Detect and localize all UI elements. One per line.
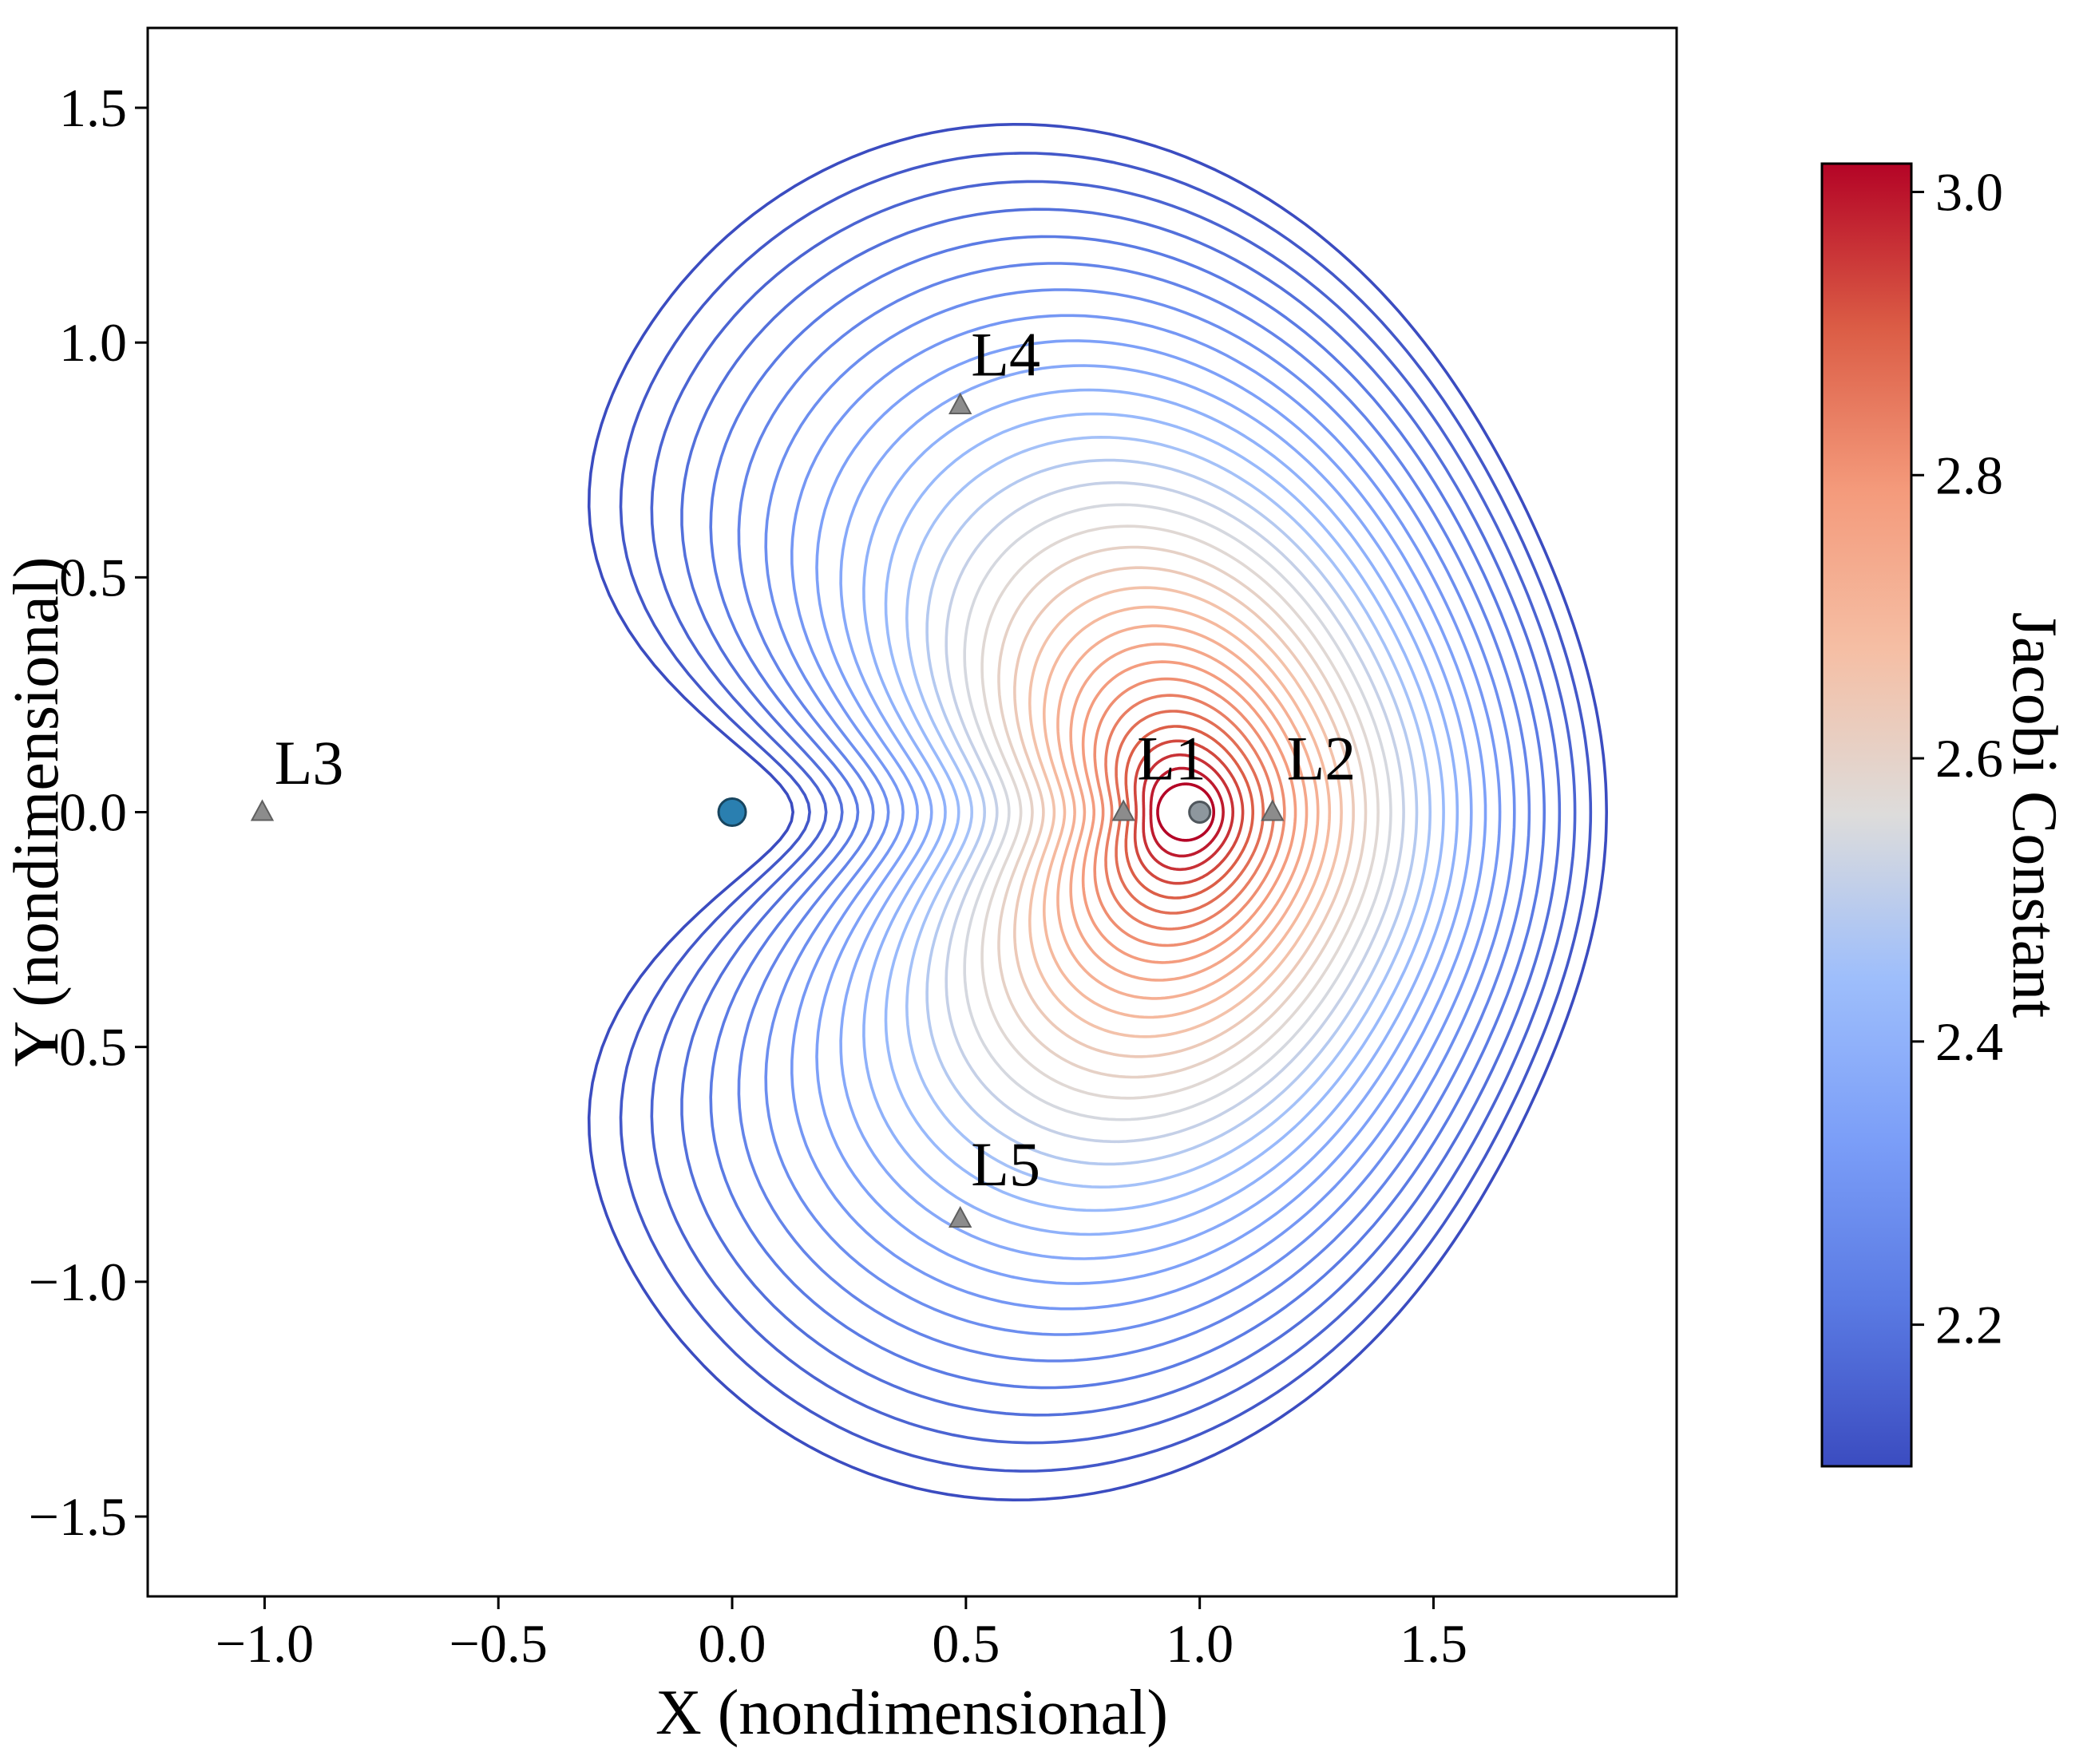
contour-line	[905, 436, 1432, 1189]
x-tick-label: 0.0	[699, 1613, 766, 1674]
contour-line	[1142, 753, 1234, 872]
contour-line	[790, 314, 1502, 1311]
secondary-body-marker	[1188, 801, 1212, 824]
contour-line	[925, 458, 1419, 1166]
contour-line	[815, 339, 1487, 1285]
x-tick-label: 1.0	[1166, 1613, 1234, 1674]
colorbar-tick-label: 3.0	[1935, 161, 2003, 222]
colorbar-layer: 2.2 2.4 2.6 2.8 3.0	[1820, 161, 2003, 1468]
colorbar-tick-label: 2.4	[1935, 1011, 2003, 1072]
lagrange-label-L2: L2	[1287, 723, 1356, 793]
x-tick-label: −0.5	[449, 1613, 548, 1674]
x-tick-label: 0.5	[932, 1613, 1000, 1674]
lagrange-label-L3: L3	[275, 728, 344, 797]
colorbar-label: Jacobi Constant	[1999, 612, 2069, 1018]
x-axis-label: X (nondimensional)	[655, 1678, 1168, 1748]
contour-line	[944, 481, 1405, 1144]
contour-line	[1104, 694, 1276, 931]
contour-line	[764, 288, 1516, 1336]
y-tick-label: 0.5	[59, 547, 127, 607]
contour-line	[737, 262, 1531, 1363]
axes-layer: −1.0 −0.5 0.0 0.5 1.0 1.5 −1.5 −1.0 −0.5 0.0 0.5 1.…	[29, 77, 1467, 1674]
y-tick-label: 0.0	[59, 782, 127, 843]
x-tick-label: 1.5	[1400, 1613, 1467, 1674]
colorbar-tick-label: 2.6	[1935, 728, 2003, 789]
lagrange-label-L5: L5	[971, 1129, 1040, 1199]
contour-line	[963, 503, 1392, 1121]
contour-line	[997, 545, 1368, 1079]
lagrange-label-L4: L4	[971, 319, 1040, 389]
contour-line	[709, 235, 1546, 1390]
contour-line	[1081, 660, 1297, 964]
contour-line	[1056, 624, 1320, 1000]
contour-line	[980, 524, 1380, 1100]
primary-body-marker	[717, 797, 747, 827]
y-tick-label: 1.0	[59, 312, 127, 373]
y-axis-label: Y (nondimensional)	[2, 556, 72, 1066]
colorbar-tick-label: 2.2	[1935, 1295, 2003, 1355]
contour-line	[839, 364, 1473, 1260]
contour-line	[1093, 677, 1286, 947]
contour-line	[1013, 566, 1355, 1058]
y-tick-label: −1.0	[29, 1252, 127, 1312]
lagrange-marker-L3	[250, 799, 275, 821]
contour-line	[862, 388, 1459, 1236]
contour-line	[1149, 766, 1225, 858]
lagrange-marker-L2	[1261, 799, 1285, 821]
contour-line	[650, 180, 1577, 1445]
colorbar-tick-label: 2.8	[1935, 445, 2003, 505]
lagrange-marker-L4	[948, 392, 972, 415]
x-tick-label: −1.0	[216, 1613, 314, 1674]
lagrange-marker-L1	[1111, 799, 1135, 821]
contour-line	[1028, 586, 1343, 1038]
contour-lines-layer	[587, 123, 1608, 1501]
lagrange-label-L1: L1	[1137, 723, 1206, 793]
plot-box	[146, 26, 1678, 1598]
contour-line	[1133, 739, 1245, 885]
lagrange-annotations-layer: L1 L2 L3 L4 L5	[250, 319, 1356, 1228]
y-tick-label: 1.5	[59, 77, 127, 138]
lagrange-marker-L5	[948, 1205, 972, 1228]
contour-line	[619, 152, 1593, 1473]
y-tick-label: −0.5	[29, 1017, 127, 1078]
contour-line	[884, 412, 1445, 1212]
contour-line	[1156, 782, 1215, 842]
contour-line	[587, 123, 1608, 1501]
contour-line	[680, 208, 1562, 1417]
contour-line	[1069, 643, 1309, 982]
y-tick-label: −1.5	[29, 1486, 127, 1547]
markers-layer	[717, 797, 1212, 827]
contour-line	[1043, 605, 1332, 1019]
colorbar-gradient	[1820, 162, 1913, 1468]
